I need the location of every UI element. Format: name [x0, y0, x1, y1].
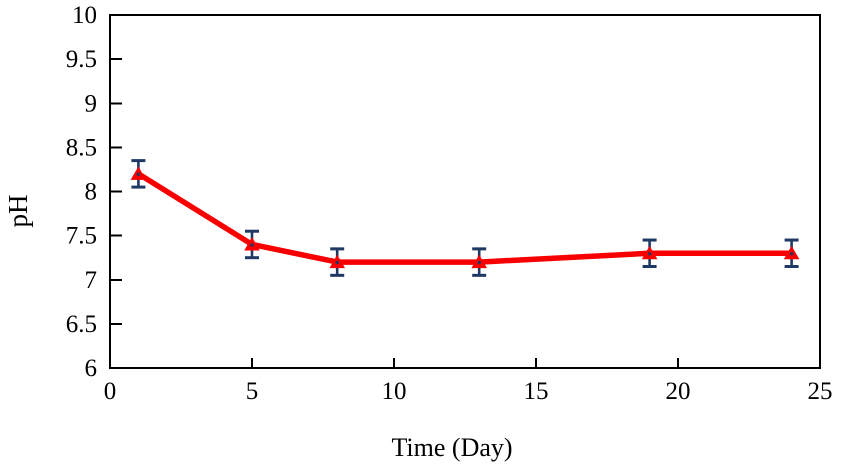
axis-frame: [109, 14, 821, 369]
y-tick-label: 8.5: [66, 134, 97, 161]
x-tick-label: 20: [666, 378, 691, 405]
series-line: [135, 171, 795, 265]
x-tick-label: 15: [524, 378, 549, 405]
y-tick-label: 9.5: [66, 46, 97, 73]
y-tick-label: 6: [85, 355, 98, 382]
y-tick-label: 6.5: [66, 311, 97, 338]
data-point-center-dot: [335, 260, 339, 265]
x-tick-label: 5: [246, 378, 259, 405]
y-tick-label: 7: [85, 267, 98, 294]
data-point-center-dot: [789, 252, 794, 256]
y-tick-label: 8: [85, 179, 98, 206]
y-axis-title: pH: [3, 194, 33, 228]
x-tick-label: 0: [104, 378, 117, 405]
y-tick-label: 7.5: [66, 223, 97, 250]
data-point-center-dot: [136, 172, 141, 177]
y-tick-label: 10: [72, 2, 97, 29]
data-point-center-dot: [477, 260, 481, 265]
x-tick-label: 25: [808, 378, 833, 405]
x-axis-title: Time (Day): [391, 433, 513, 462]
x-tick-label: 10: [382, 378, 407, 405]
data-point-center-dot: [647, 252, 652, 256]
y-tick-label: 9: [85, 90, 98, 117]
data-point-center-dot: [250, 243, 254, 247]
